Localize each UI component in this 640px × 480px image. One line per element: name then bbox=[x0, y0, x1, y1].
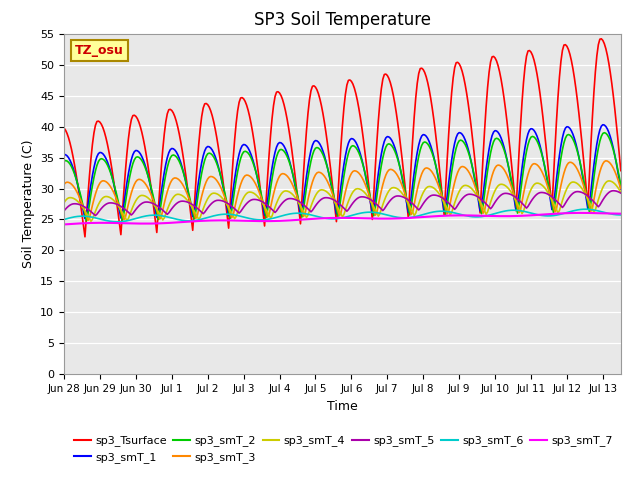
sp3_smT_4 bbox=[154, 209, 162, 215]
Legend: sp3_Tsurface, sp3_smT_1, sp3_smT_2, sp3_smT_3, sp3_smT_4, sp3_smT_5, sp3_smT_6, : sp3_Tsurface, sp3_smT_1, sp3_smT_2, sp3_… bbox=[70, 431, 618, 468]
sp3_smT_1 bbox=[599, 122, 607, 128]
sp3_smT_6 bbox=[617, 212, 625, 218]
sp3_smT_5 bbox=[154, 204, 162, 209]
sp3_Tsurface bbox=[211, 126, 219, 132]
sp3_smT_5 bbox=[612, 188, 620, 194]
sp3_smT_3 bbox=[569, 160, 577, 166]
sp3_smT_4 bbox=[612, 182, 620, 188]
sp3_smT_1 bbox=[88, 172, 96, 178]
sp3_Tsurface bbox=[598, 36, 605, 42]
sp3_Tsurface bbox=[569, 66, 577, 72]
sp3_smT_2 bbox=[612, 159, 620, 165]
sp3_smT_2 bbox=[600, 130, 608, 135]
sp3_smT_3 bbox=[60, 181, 68, 187]
Y-axis label: Soil Temperature (C): Soil Temperature (C) bbox=[22, 140, 35, 268]
sp3_Tsurface bbox=[60, 125, 68, 131]
sp3_smT_7 bbox=[578, 210, 586, 216]
sp3_smT_3 bbox=[152, 203, 159, 208]
sp3_Tsurface bbox=[154, 207, 162, 213]
sp3_smT_3 bbox=[88, 203, 96, 208]
sp3_smT_5 bbox=[92, 213, 99, 218]
sp3_smT_4 bbox=[88, 216, 96, 222]
sp3_smT_3 bbox=[617, 186, 625, 192]
sp3_smT_2 bbox=[211, 157, 219, 163]
Line: sp3_smT_7: sp3_smT_7 bbox=[64, 213, 621, 225]
sp3_smT_6 bbox=[114, 219, 122, 225]
sp3_smT_1 bbox=[569, 132, 577, 137]
sp3_smT_3 bbox=[84, 217, 92, 223]
sp3_smT_1 bbox=[81, 216, 89, 221]
sp3_smT_3 bbox=[154, 212, 162, 217]
sp3_smT_2 bbox=[154, 216, 162, 222]
sp3_smT_7 bbox=[611, 211, 619, 216]
sp3_smT_6 bbox=[152, 212, 159, 218]
sp3_smT_7 bbox=[153, 221, 161, 227]
sp3_Tsurface bbox=[617, 168, 625, 173]
sp3_smT_5 bbox=[87, 209, 95, 215]
sp3_smT_3 bbox=[211, 176, 219, 181]
sp3_smT_3 bbox=[602, 158, 610, 164]
sp3_smT_4 bbox=[60, 200, 68, 205]
sp3_smT_4 bbox=[605, 178, 612, 184]
sp3_Tsurface bbox=[88, 142, 96, 147]
sp3_smT_1 bbox=[154, 212, 162, 218]
sp3_smT_2 bbox=[88, 182, 96, 188]
sp3_smT_4 bbox=[617, 190, 625, 195]
sp3_smT_5 bbox=[60, 208, 68, 214]
Line: sp3_smT_6: sp3_smT_6 bbox=[64, 209, 621, 222]
sp3_smT_5 bbox=[211, 198, 219, 204]
Line: sp3_smT_4: sp3_smT_4 bbox=[64, 181, 621, 221]
sp3_smT_1 bbox=[152, 206, 159, 212]
X-axis label: Time: Time bbox=[327, 400, 358, 413]
sp3_smT_2 bbox=[569, 136, 577, 142]
sp3_smT_5 bbox=[569, 191, 577, 196]
Line: sp3_smT_1: sp3_smT_1 bbox=[64, 125, 621, 218]
sp3_smT_7 bbox=[150, 221, 157, 227]
sp3_smT_1 bbox=[60, 152, 68, 157]
sp3_smT_7 bbox=[210, 217, 218, 223]
sp3_smT_4 bbox=[152, 204, 159, 210]
sp3_smT_6 bbox=[60, 216, 68, 222]
Line: sp3_smT_2: sp3_smT_2 bbox=[64, 132, 621, 221]
Text: TZ_osu: TZ_osu bbox=[75, 44, 124, 57]
sp3_smT_2 bbox=[83, 218, 90, 224]
sp3_smT_7 bbox=[87, 220, 95, 226]
Line: sp3_smT_5: sp3_smT_5 bbox=[64, 191, 621, 216]
sp3_smT_7 bbox=[617, 211, 625, 216]
sp3_smT_3 bbox=[612, 172, 620, 178]
sp3_Tsurface bbox=[152, 217, 159, 223]
sp3_smT_6 bbox=[211, 213, 219, 218]
sp3_smT_4 bbox=[87, 218, 95, 224]
sp3_smT_6 bbox=[581, 206, 589, 212]
sp3_smT_4 bbox=[569, 179, 577, 185]
Line: sp3_smT_3: sp3_smT_3 bbox=[64, 161, 621, 220]
sp3_smT_4 bbox=[211, 191, 219, 196]
sp3_smT_2 bbox=[152, 203, 159, 208]
sp3_Tsurface bbox=[81, 234, 89, 240]
sp3_smT_7 bbox=[568, 210, 575, 216]
sp3_smT_5 bbox=[609, 188, 617, 193]
sp3_smT_1 bbox=[612, 160, 620, 166]
sp3_smT_2 bbox=[60, 158, 68, 164]
Line: sp3_Tsurface: sp3_Tsurface bbox=[64, 39, 621, 237]
Title: SP3 Soil Temperature: SP3 Soil Temperature bbox=[254, 11, 431, 29]
sp3_smT_6 bbox=[154, 213, 162, 218]
sp3_smT_7 bbox=[60, 222, 68, 228]
sp3_smT_6 bbox=[87, 214, 95, 220]
sp3_Tsurface bbox=[612, 120, 620, 126]
sp3_smT_6 bbox=[569, 208, 577, 214]
sp3_smT_1 bbox=[617, 186, 625, 192]
sp3_smT_6 bbox=[612, 212, 620, 217]
sp3_smT_1 bbox=[211, 154, 219, 159]
sp3_smT_5 bbox=[617, 190, 625, 196]
sp3_smT_2 bbox=[617, 182, 625, 188]
sp3_smT_5 bbox=[152, 202, 159, 207]
